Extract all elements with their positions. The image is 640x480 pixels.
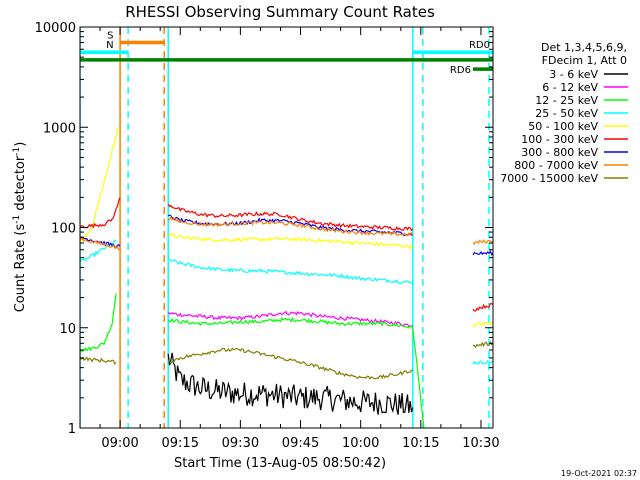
- y-axis-label: Count Rate (s-1 detector-1): [12, 142, 28, 313]
- legend-header: Det 1,3,4,5,6,9,: [541, 41, 627, 54]
- series-line: [167, 352, 414, 415]
- y-tick-label: 100: [51, 222, 76, 237]
- series-line: [167, 215, 414, 237]
- y-axis-label-mid: detector: [13, 155, 28, 215]
- x-tick-label: 10:00: [342, 436, 379, 451]
- axes: 09:00 09:15 09:30 09:45 10:00 10:15 10:30 1 10 10…: [35, 21, 500, 451]
- legend-label: 7000 - 15000 keV: [500, 172, 598, 185]
- legend-header: FDecim 1, Att 0: [542, 54, 627, 67]
- series-line: [80, 236, 121, 249]
- x-tick-label: 10:30: [462, 436, 499, 451]
- x-tick-label: 09:00: [101, 436, 138, 451]
- series-line: [80, 356, 117, 365]
- series-line: [80, 293, 117, 352]
- series-line: [472, 238, 493, 246]
- legend-label: 50 - 100 keV: [528, 120, 598, 133]
- timestamp: 19-Oct-2021 02:37: [561, 469, 637, 478]
- series-4: [80, 127, 493, 328]
- series-2: [80, 293, 425, 428]
- y-tick-label: 10000: [35, 21, 76, 36]
- series-8: [80, 341, 493, 380]
- series-6: [80, 214, 493, 256]
- series-line: [168, 347, 414, 380]
- y-tick-label: 1000: [43, 121, 76, 136]
- plot-frame: [79, 26, 494, 429]
- series-3: [80, 239, 493, 365]
- series-line: [472, 249, 493, 256]
- marker-label: S: [107, 31, 113, 42]
- x-tick-label: 10:15: [402, 436, 439, 451]
- observing-markers: SN RD0 RD6: [80, 27, 493, 428]
- x-tick-label: 09:45: [282, 436, 319, 451]
- series-line: [472, 359, 493, 365]
- legend: Det 1,3,4,5,6,9,FDecim 1, Att 03 - 6 keV…: [500, 41, 628, 185]
- x-axis-label: Start Time (13-Aug-05 08:50:42): [174, 456, 386, 471]
- series-line: [167, 316, 425, 428]
- y-tick-label: 10: [59, 322, 76, 337]
- x-tick-label: 09:15: [162, 436, 199, 451]
- y-tick-label: 1: [68, 422, 76, 437]
- series-0: [167, 352, 414, 415]
- series-line: [167, 232, 414, 250]
- marker-label: RD0: [469, 40, 490, 51]
- legend-label: 25 - 50 keV: [535, 107, 598, 120]
- legend-label: 300 - 800 keV: [521, 146, 598, 159]
- series-layer: [80, 127, 493, 428]
- series-line: [80, 127, 119, 243]
- series-1: [167, 310, 414, 328]
- chart-title: RHESSI Observing Summary Count Rates: [125, 3, 435, 21]
- series-line: [80, 237, 121, 251]
- series-line: [167, 203, 414, 232]
- y-axis-label-sup: -1: [12, 215, 22, 224]
- series-line: [167, 214, 413, 236]
- series-line: [472, 303, 493, 312]
- legend-label: 3 - 6 keV: [549, 68, 598, 81]
- marker-label: N: [106, 40, 113, 51]
- series-line: [167, 310, 414, 328]
- y-axis-label-end: ): [13, 142, 28, 147]
- series-line: [472, 321, 493, 328]
- y-axis-label-main: Count Rate (s: [13, 224, 28, 313]
- x-tick-label: 09:30: [222, 436, 259, 451]
- legend-label: 6 - 12 keV: [542, 81, 598, 94]
- series-5: [80, 197, 493, 312]
- y-axis-label-sup2: -1: [12, 147, 22, 156]
- marker-label: RD6: [450, 65, 471, 76]
- series-line: [167, 257, 414, 285]
- legend-label: 800 - 7000 keV: [514, 159, 598, 172]
- legend-label: 100 - 300 keV: [521, 133, 598, 146]
- series-line: [80, 197, 121, 229]
- legend-label: 12 - 25 keV: [535, 94, 598, 107]
- series-7: [80, 215, 493, 251]
